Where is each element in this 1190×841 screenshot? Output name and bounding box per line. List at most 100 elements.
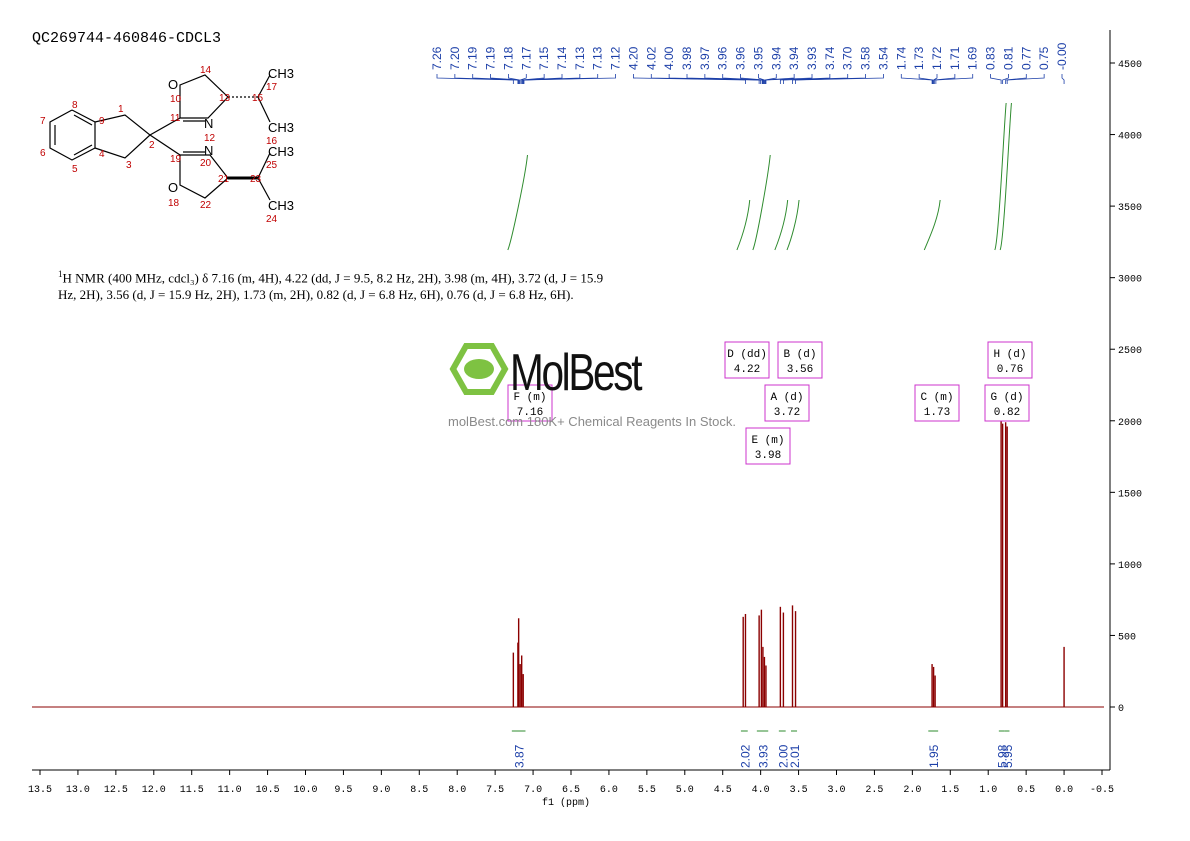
integral-curve [752, 154, 771, 251]
multiplet-label: B (d) [783, 349, 816, 361]
atom-number-12: 12 [204, 133, 216, 144]
peak-label: 0.77 [1019, 46, 1033, 70]
integral-curve [774, 199, 789, 251]
atom-O-upper: O [168, 77, 178, 92]
peak-label-leader [935, 74, 974, 84]
y-tick-label: 4000 [1118, 132, 1142, 143]
peak-label-leader [740, 74, 765, 84]
peak-label: 3.74 [823, 46, 837, 70]
integral-labels: 3.87 2.02 3.93 2.002.01 1.95 5.985.95 [511, 730, 1015, 768]
peak-label: 3.95 [751, 46, 765, 70]
atom-number-25: 25 [266, 160, 278, 171]
nmr-description-line1: H NMR (400 MHz, cdcl₃) δ 7.16 (m, 4H), 4… [62, 270, 604, 286]
group-ch3-25: CH3 [268, 144, 294, 159]
x-tick-label: 2.5 [865, 785, 883, 796]
x-tick-label: 0.5 [1017, 785, 1035, 796]
peak-label: 4.20 [626, 46, 640, 70]
watermark-brand: MolBest [510, 344, 642, 402]
peak-label: -0.00 [1055, 42, 1069, 70]
peak-label: 1.71 [948, 46, 962, 70]
group-ch3-17: CH3 [268, 66, 294, 81]
x-tick-label: 4.0 [752, 785, 770, 796]
atom-number-1: 1 [118, 104, 124, 115]
integral-curves [507, 102, 1012, 251]
x-tick-label: 8.5 [410, 785, 428, 796]
peak-label-leader [900, 74, 933, 84]
y-tick-label: 0 [1118, 704, 1124, 715]
multiplet-box [724, 341, 770, 379]
y-tick-label: 3500 [1118, 203, 1142, 214]
x-tick-label: 2.0 [903, 785, 921, 796]
peak-label: 3.70 [841, 46, 855, 70]
x-tick-label: 13.5 [28, 785, 52, 796]
peak-label: 0.75 [1037, 46, 1051, 70]
atom-number-11: 11 [170, 113, 181, 124]
x-tick-label: 6.5 [562, 785, 580, 796]
y-tick-label: 1000 [1118, 561, 1142, 572]
multiplet-value: 4.22 [734, 364, 760, 376]
integral-value: 5.95 [1001, 744, 1015, 768]
nmr-superscript: 1 [58, 269, 63, 279]
atom-number-14: 14 [200, 65, 212, 76]
multiplet-value: 1.73 [924, 407, 950, 419]
multiplet-value: 3.56 [787, 364, 813, 376]
atom-number-13: 13 [219, 93, 231, 104]
atom-number-24: 24 [266, 214, 278, 225]
x-tick-label: 3.0 [827, 785, 845, 796]
nmr-description-line2: Hz, 2H), 3.56 (d, J = 15.9 Hz, 2H), 1.73… [58, 287, 574, 303]
peak-label: 1.73 [912, 46, 926, 70]
x-tick-label: 12.0 [142, 785, 166, 796]
group-ch3-24: CH3 [268, 198, 294, 213]
multiplet-label: C (m) [920, 392, 953, 404]
integral-curve [999, 102, 1012, 251]
x-tick-label: 12.5 [104, 785, 128, 796]
x-tick-label: 1.0 [979, 785, 997, 796]
peak-label: 4.00 [662, 46, 676, 70]
atom-number-19: 19 [170, 154, 182, 165]
peak-label: 7.19 [466, 46, 480, 70]
integral-curve [923, 199, 941, 251]
multiplet-label: H (d) [993, 349, 1026, 361]
x-tick-label: 8.0 [448, 785, 466, 796]
peak-label-leader [918, 74, 934, 84]
multiplet-value: 7.16 [517, 407, 543, 419]
y-tick-label: 1500 [1118, 489, 1142, 500]
peak-label: 3.96 [734, 46, 748, 70]
multiplet-boxes: F (m) 7.16 D (dd) 4.22 B (d) 3.56 A (d) 3.72 E (… [507, 341, 1033, 465]
x-tick-label: 5.5 [638, 785, 656, 796]
atom-number-21: 21 [218, 174, 230, 185]
peak-labels: 7.26 7.20 7.19 7.19 7.18 7.17 7.15 7.14 7.13 7.13… [430, 42, 1069, 84]
group-ch3-16: CH3 [268, 120, 294, 135]
spectrum-peaks [512, 420, 1065, 707]
peak-label-leader [933, 74, 956, 84]
multiplet-value: 3.98 [755, 450, 781, 462]
molbest-logo-icon [449, 343, 509, 395]
y-tick-label: 2000 [1118, 418, 1142, 429]
peak-label-leader [1005, 74, 1027, 84]
atom-number-3: 3 [126, 160, 132, 171]
peak-label: 0.83 [984, 46, 998, 70]
x-tick-label: 4.5 [714, 785, 732, 796]
x-tick-label: 0.0 [1055, 785, 1073, 796]
peak-label: 1.69 [966, 46, 980, 70]
peak-label: 7.13 [573, 46, 587, 70]
peak-label-leader [1061, 74, 1065, 84]
atom-number-6: 6 [40, 148, 46, 159]
atom-number-8: 8 [72, 100, 78, 111]
peak-label-leader [1006, 74, 1045, 84]
peak-label: 1.72 [930, 46, 944, 70]
peak-label-leader [454, 74, 519, 84]
integral-value: 2.00 [776, 744, 790, 768]
peak-label: 7.12 [609, 46, 623, 70]
peak-label: 7.15 [537, 46, 551, 70]
multiplet-label: D (dd) [727, 349, 767, 361]
peak-label-leader [764, 74, 795, 84]
peak-label: 1.74 [894, 46, 908, 70]
multiplet-label: A (d) [770, 392, 803, 404]
atom-number-7: 7 [40, 116, 46, 127]
peak-label-leader [933, 74, 938, 84]
peak-label-leader [704, 74, 764, 84]
peak-label: 3.98 [680, 46, 694, 70]
integral-value: 1.95 [927, 744, 941, 768]
